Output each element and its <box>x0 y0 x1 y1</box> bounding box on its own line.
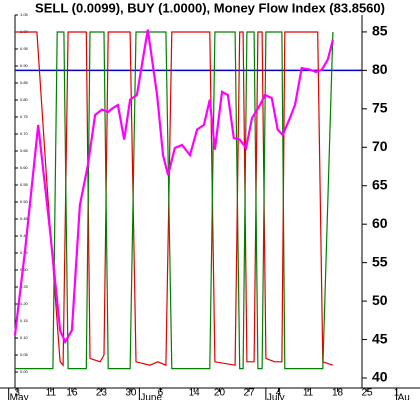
y-tick-label: 0.70 <box>20 131 29 136</box>
y-tick-label: 0.80 <box>20 97 29 102</box>
x-tick-label: 27 <box>243 388 255 399</box>
y-tick-label: 1.05 <box>20 12 29 17</box>
y-tick-label: 0.90 <box>20 63 29 68</box>
series-line <box>15 31 334 367</box>
x-tick-label: 11 <box>46 388 57 399</box>
x-tick-label: 18 <box>332 388 344 399</box>
y-tick-label: 0.75 <box>20 114 29 119</box>
y2-tick-label: 75 <box>372 100 388 116</box>
x-tick-label: 6 <box>158 388 164 399</box>
x-tick-label: 30 <box>125 388 137 399</box>
x-tick-label: 14 <box>189 388 201 399</box>
x-tick-label: 16 <box>66 388 78 399</box>
x-tick-label: 20 <box>214 388 226 399</box>
y-tick-label: 0.85 <box>20 80 29 85</box>
x-tick-label: 3 <box>14 388 20 399</box>
series-line <box>13 29 334 345</box>
y-tick-label: 0.50 <box>20 199 29 204</box>
y-tick-label: 0.05 <box>20 352 29 357</box>
y-tick-label: 0.20 <box>20 301 29 306</box>
y2-tick-label: 65 <box>372 176 388 192</box>
month-label: May <box>10 393 29 400</box>
series-line <box>15 31 334 370</box>
y2-tick-label: 50 <box>372 292 388 308</box>
y-tick-label: 0.60 <box>20 165 29 170</box>
y2-tick-label: 45 <box>372 330 388 346</box>
y2-tick-label: 60 <box>372 215 388 231</box>
y-tick-label: 0.10 <box>20 335 29 340</box>
y-tick-label: 0.15 <box>20 318 29 323</box>
y-tick-label: 0.40 <box>20 233 29 238</box>
x-tick-label: 25 <box>361 388 373 399</box>
y2-tick-label: 55 <box>372 253 388 269</box>
chart-title: SELL (0.0099), BUY (1.0000), Money Flow … <box>35 0 385 15</box>
y-tick-label: 0.65 <box>20 148 29 153</box>
y-tick-label: 0.95 <box>20 46 29 51</box>
y-tick-label: 0.30 <box>20 267 29 272</box>
y-tick-label: 0.55 <box>20 182 29 187</box>
month-label: July <box>267 393 285 400</box>
month-label: June <box>140 393 162 400</box>
y2-tick-label: 85 <box>372 23 388 39</box>
month-label: Au <box>398 393 410 400</box>
x-tick-label: 11 <box>303 388 314 399</box>
y2-tick-label: 70 <box>372 138 388 154</box>
x-tick-label: 4 <box>276 388 282 399</box>
y-tick-label: 0.00 <box>20 369 29 374</box>
y-tick-label: 0.25 <box>20 284 29 289</box>
y2-tick-label: 80 <box>372 61 388 77</box>
y-tick-label: 0.45 <box>20 216 29 221</box>
y2-tick-label: 40 <box>372 369 388 385</box>
x-tick-label: 23 <box>96 388 108 399</box>
